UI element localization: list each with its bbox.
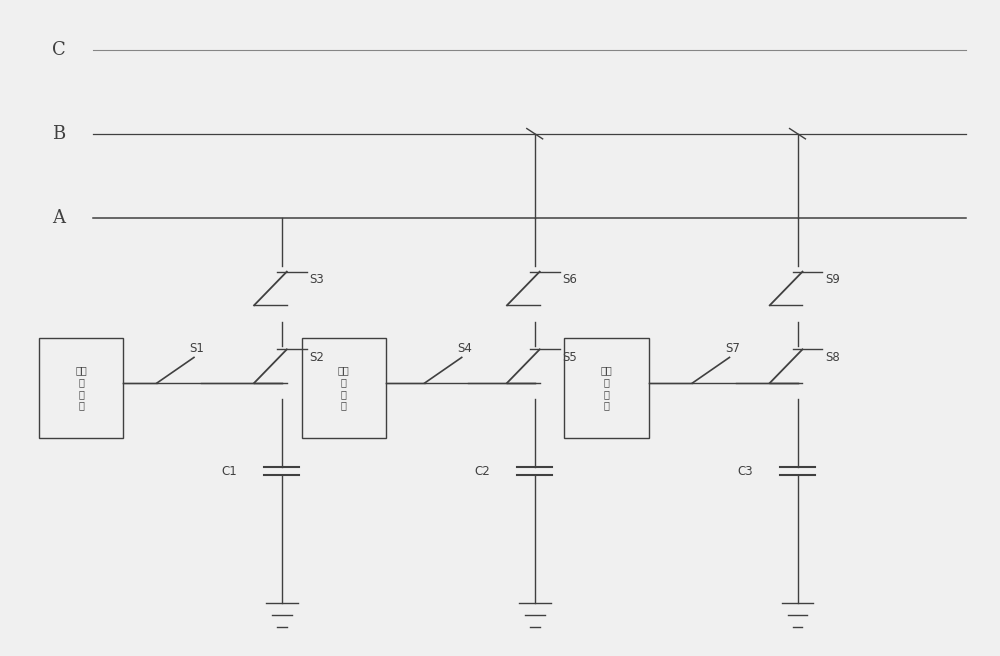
Bar [302,338,386,438]
Text: 充电
直
流
源: 充电 直 流 源 [601,365,612,410]
Text: S1: S1 [190,342,204,354]
Text: S5: S5 [562,351,577,363]
Text: C: C [52,41,66,58]
Text: S9: S9 [825,273,840,286]
Text: C2: C2 [474,464,490,478]
Bar [39,338,123,438]
Text: A: A [52,209,65,227]
Text: S2: S2 [310,351,324,363]
Text: 充电
直
流
源: 充电 直 流 源 [75,365,87,410]
Text: S3: S3 [310,273,324,286]
Bar [564,338,649,438]
Text: C1: C1 [221,464,237,478]
Text: B: B [52,125,65,143]
Text: S6: S6 [562,273,577,286]
Text: S4: S4 [457,342,472,354]
Text: S8: S8 [825,351,840,363]
Text: 充电
直
流
源: 充电 直 流 源 [338,365,350,410]
Text: S7: S7 [725,342,740,354]
Text: C3: C3 [737,464,753,478]
